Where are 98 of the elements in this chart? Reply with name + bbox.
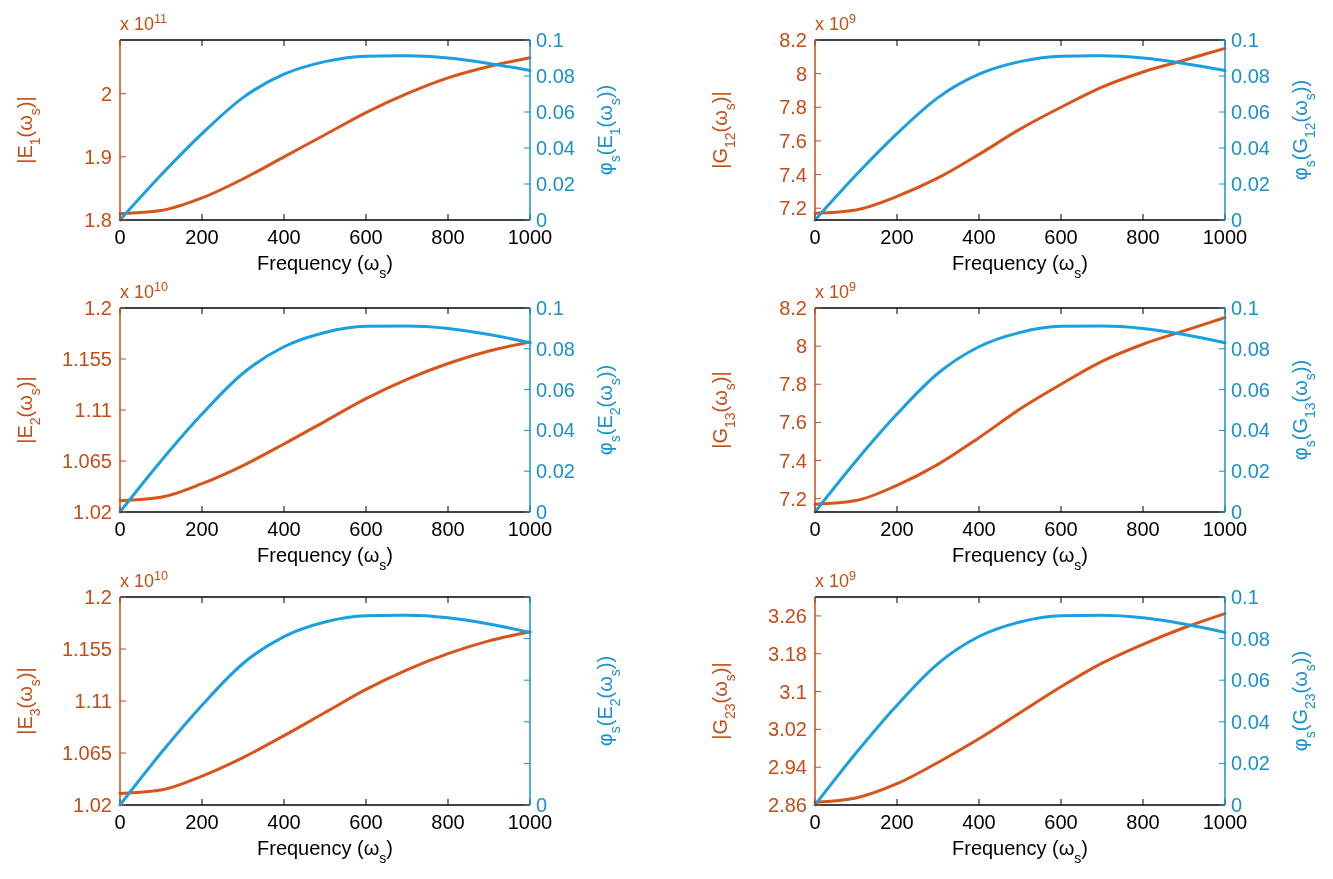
- x-tick-label: 600: [349, 811, 383, 833]
- x-axis-title: Frequency (ω$_{s}$): [952, 837, 1088, 866]
- y-tick-label: 3.1: [779, 680, 807, 703]
- y2-tick-label: 0.06: [1231, 101, 1270, 123]
- y-tick-label: 1.11: [74, 399, 112, 421]
- y-tick-label: 1.065: [61, 450, 112, 472]
- x-tick-label: 0: [809, 518, 821, 540]
- x-axis-title: Frequency (ω$_{s}$): [257, 544, 393, 573]
- y-tick-label: 1.11: [74, 690, 112, 712]
- y2-tick-label: 0.08: [1231, 65, 1270, 87]
- y-tick-label: 7.6: [779, 411, 807, 434]
- y2-tick-label: 0.08: [536, 337, 575, 360]
- y2-tick-label: 0.04: [1231, 710, 1270, 733]
- x-tick-label: 200: [185, 811, 219, 833]
- x-tick-label: 200: [880, 811, 914, 833]
- y-tick-label: 3.18: [768, 642, 807, 665]
- text: x 10$^{9}$: [815, 569, 857, 591]
- y-tick-label: 7.4: [779, 163, 807, 186]
- x-tick-label: 200: [185, 226, 219, 248]
- y2-tick-label: 0.04: [536, 137, 575, 159]
- x-axis-title: Frequency (ω$_{s}$): [257, 252, 393, 281]
- y-tick-label: 1.155: [61, 348, 112, 370]
- y2-tick-label: 0.02: [536, 173, 575, 195]
- x-tick-label: 200: [185, 518, 219, 540]
- x-tick-label: 400: [267, 811, 301, 833]
- x-tick-label: 400: [267, 226, 301, 248]
- y2-tick-label: 0.1: [1231, 586, 1259, 608]
- y-tick-label: 8: [795, 335, 807, 358]
- x-tick-label: 0: [114, 811, 126, 833]
- y-tick-label: 1.2: [84, 297, 112, 319]
- y-tick-label: 7.8: [779, 373, 807, 396]
- y-tick-label: 1.9: [84, 145, 112, 168]
- x-tick-label: 800: [431, 811, 465, 833]
- x-tick-label: 800: [1126, 811, 1160, 833]
- y2-tick-label: 0.02: [536, 460, 575, 483]
- x-tick-label: 200: [880, 518, 914, 540]
- y-tick-label: 1.02: [73, 501, 112, 523]
- y-tick-label: 7.2: [779, 487, 807, 510]
- x-tick-label: 400: [962, 518, 996, 540]
- y-tick-label: 1.065: [61, 742, 112, 764]
- y2-tick-label: 0.1: [536, 29, 564, 51]
- y-tick-label: 2: [100, 82, 112, 105]
- x-tick-label: 400: [962, 226, 996, 248]
- y-tick-label: 7.8: [779, 96, 807, 119]
- x-tick-label: 800: [1126, 226, 1160, 248]
- y2-tick-label: 0.02: [1231, 752, 1270, 775]
- x-axis-title: Frequency (ω$_{s}$): [952, 544, 1088, 573]
- y2-tick-label: 0.06: [1231, 669, 1270, 692]
- x-axis-title: Frequency (ω$_{s}$): [257, 837, 393, 866]
- x-tick-label: 200: [880, 226, 914, 248]
- y2-tick-label: 0.04: [1231, 137, 1270, 159]
- y-tick-label: 3.26: [768, 604, 807, 627]
- y2-tick-label: 0.06: [536, 101, 575, 123]
- y2-tick-label: 0.04: [1231, 419, 1270, 442]
- y-tick-label: 1.8: [84, 209, 112, 231]
- x-tick-label: 800: [431, 226, 465, 248]
- text: x 10$^{10}$: [120, 569, 169, 591]
- x-tick-label: 600: [1044, 811, 1078, 833]
- x-tick-label: 0: [809, 811, 821, 833]
- y2-tick-label: 0.08: [1231, 627, 1270, 650]
- y2-tick-label: 0.1: [1231, 29, 1259, 51]
- y-tick-label: 8.2: [779, 29, 807, 51]
- x-tick-label: 600: [349, 226, 383, 248]
- x-tick-label: 0: [809, 226, 821, 248]
- x-tick-label: 600: [349, 518, 383, 540]
- y2-tick-label: 0.02: [1231, 460, 1270, 483]
- y2-tick-label: 0.1: [1231, 297, 1259, 319]
- y-tick-label: 7.4: [779, 449, 807, 472]
- x-tick-label: 600: [1044, 226, 1078, 248]
- y2-tick-label: 0.08: [536, 65, 575, 87]
- y-tick-label: 3.02: [768, 718, 807, 741]
- y-tick-label: 1.2: [84, 586, 112, 608]
- x-axis-title: Frequency (ω$_{s}$): [952, 252, 1088, 281]
- x-tick-label: 800: [1126, 518, 1160, 540]
- y2-tick-label: 0.02: [1231, 173, 1270, 195]
- x-tick-label: 0: [114, 226, 126, 248]
- y2-tick-label: 0.1: [536, 297, 564, 319]
- x-tick-label: 0: [114, 518, 126, 540]
- text: x 10$^{10}$: [120, 280, 169, 302]
- y2-tick-label: 0.04: [536, 419, 575, 442]
- text: x 10$^{9}$: [815, 12, 857, 34]
- x-tick-label: 600: [1044, 518, 1078, 540]
- y-tick-label: 1.155: [61, 638, 112, 660]
- x-tick-label: 400: [962, 811, 996, 833]
- x-tick-label: 800: [431, 518, 465, 540]
- y-tick-label: 7.6: [779, 129, 807, 152]
- text: x 10$^{9}$: [815, 280, 857, 302]
- x-tick-label: 400: [267, 518, 301, 540]
- text: x 10$^{11}$: [120, 12, 168, 34]
- y-tick-label: 7.2: [779, 197, 807, 220]
- y-tick-label: 8.2: [779, 297, 807, 319]
- y-tick-label: 2.86: [768, 794, 807, 816]
- y2-tick-label: 0.06: [536, 378, 575, 401]
- y2-tick-label: 0.08: [1231, 337, 1270, 360]
- y-tick-label: 1.02: [73, 794, 112, 816]
- y-tick-label: 8: [795, 62, 807, 85]
- y2-tick-label: 0.06: [1231, 378, 1270, 401]
- y-tick-label: 2.94: [768, 756, 807, 779]
